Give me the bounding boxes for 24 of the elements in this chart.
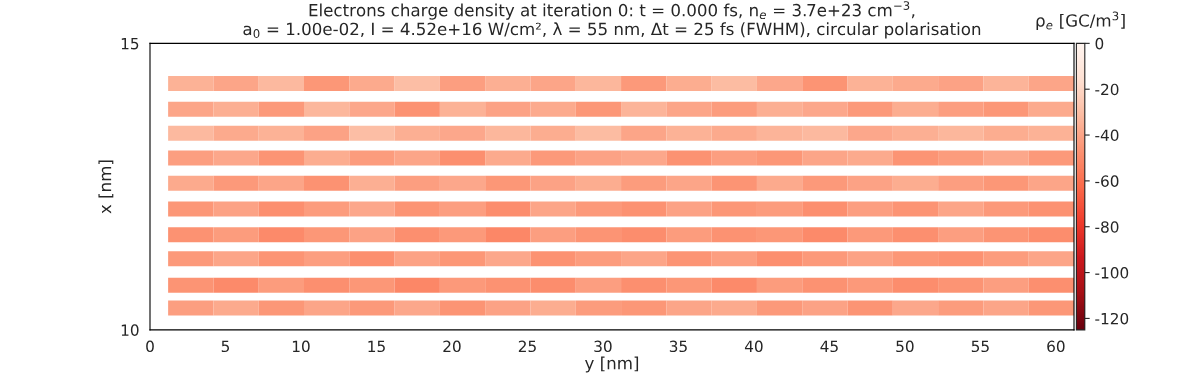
x-tick-label: 20 (443, 340, 461, 353)
x-tick-label: 0 (146, 340, 154, 353)
y-axis-title: x [nm] (98, 160, 114, 214)
x-tick-label: 30 (594, 340, 612, 353)
color-bar-label: -60 (1095, 175, 1119, 187)
x-tick-label: 45 (820, 340, 838, 353)
color-bar-label: -100 (1095, 267, 1129, 279)
color-bar-label: -120 (1095, 312, 1129, 325)
x-tick-label: 35 (669, 340, 687, 353)
x-tick-label: 25 (518, 340, 536, 353)
color-bar-label: -80 (1095, 221, 1119, 233)
x-tick-label: 40 (744, 340, 763, 353)
x-tick-label: 5 (221, 340, 230, 353)
color-bar-label: 0 (1095, 37, 1104, 50)
x-tick-label: 50 (896, 340, 914, 353)
color-bar-label: -40 (1095, 129, 1119, 142)
color-bar-label: -20 (1095, 83, 1119, 96)
x-axis-title: y [nm] (585, 356, 639, 373)
chart-title: Electrons charge density at iteration 0: t = 0.000 fs, n$_{e}$ = 3.7e+23 cm$^{−3}$, a$_{0}$ = 1.00e-02, I = 4.52e+16 W/cm², λ = 55 nm, Δt = 25 fs (FWHM), circular polarisation (243, 1, 981, 39)
x-tick-label: 15 (368, 340, 385, 353)
x-tick-label: 55 (971, 340, 989, 353)
color-bar-title: ρ$_{e}$ [GC/m$^{3}$] (1036, 11, 1125, 31)
x-tick-label: 60 (1047, 340, 1065, 353)
x-tick-label: 10 (292, 340, 310, 353)
